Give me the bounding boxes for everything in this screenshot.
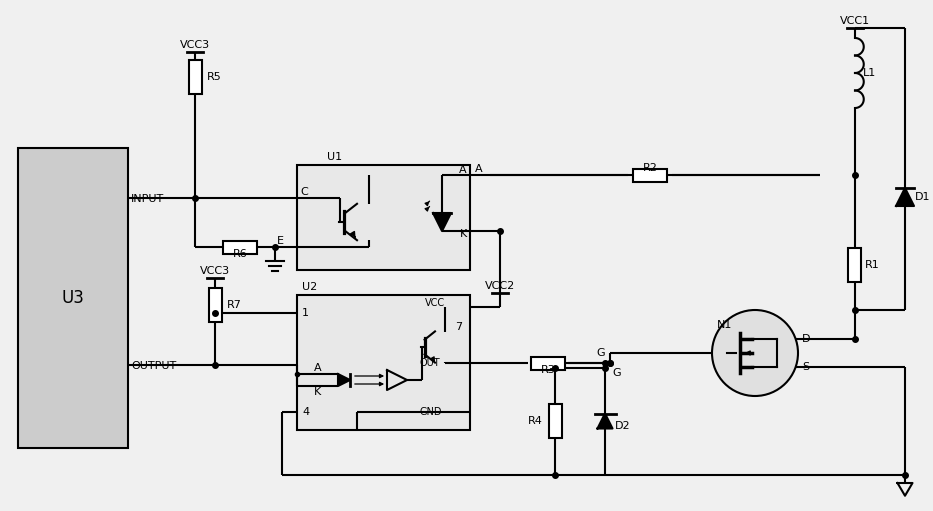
Text: R5: R5 (207, 72, 222, 82)
Text: U3: U3 (62, 289, 85, 307)
Text: G: G (612, 368, 620, 378)
Bar (297, 295, 470, 430)
Text: VCC: VCC (425, 298, 445, 308)
Bar (549, 404, 562, 438)
Bar (18, 148, 128, 448)
Text: R1: R1 (865, 260, 880, 270)
Text: N1: N1 (717, 320, 732, 330)
Bar (633, 169, 667, 181)
Text: INPUT: INPUT (131, 194, 164, 204)
Bar (531, 357, 565, 369)
Text: D: D (802, 334, 811, 344)
Polygon shape (597, 413, 612, 429)
Bar (208, 288, 221, 322)
Text: A: A (475, 164, 482, 174)
Bar (188, 60, 202, 94)
Text: L1: L1 (863, 68, 876, 78)
Text: VCC2: VCC2 (485, 281, 515, 291)
Polygon shape (433, 213, 451, 231)
Text: R4: R4 (528, 416, 543, 426)
Text: A: A (314, 363, 322, 373)
Text: VCC1: VCC1 (840, 16, 870, 26)
Text: C: C (300, 187, 308, 197)
Text: 4: 4 (302, 407, 309, 417)
Text: R3: R3 (540, 365, 555, 375)
Text: GND: GND (420, 407, 442, 417)
Text: K: K (314, 387, 321, 397)
Bar (848, 248, 861, 282)
Text: U1: U1 (327, 152, 342, 162)
Text: R7: R7 (227, 300, 242, 310)
Text: VCC3: VCC3 (180, 40, 210, 50)
Text: K: K (460, 229, 467, 239)
Text: OUT: OUT (420, 358, 440, 368)
Bar (223, 241, 257, 253)
Text: U2: U2 (302, 282, 317, 292)
Circle shape (712, 310, 798, 396)
Text: 7: 7 (455, 322, 462, 332)
Text: E: E (277, 236, 284, 246)
Text: VCC3: VCC3 (200, 266, 230, 276)
Text: D1: D1 (915, 192, 930, 202)
Text: G: G (596, 348, 605, 358)
Text: 1: 1 (302, 308, 309, 318)
Text: OUTPUT: OUTPUT (131, 361, 176, 371)
Text: R6: R6 (232, 249, 247, 259)
Text: S: S (802, 362, 809, 372)
Polygon shape (338, 374, 350, 386)
Text: R2: R2 (643, 163, 658, 173)
Bar (297, 165, 470, 270)
Text: D2: D2 (615, 421, 631, 431)
Polygon shape (896, 188, 914, 206)
Text: A: A (459, 165, 467, 175)
